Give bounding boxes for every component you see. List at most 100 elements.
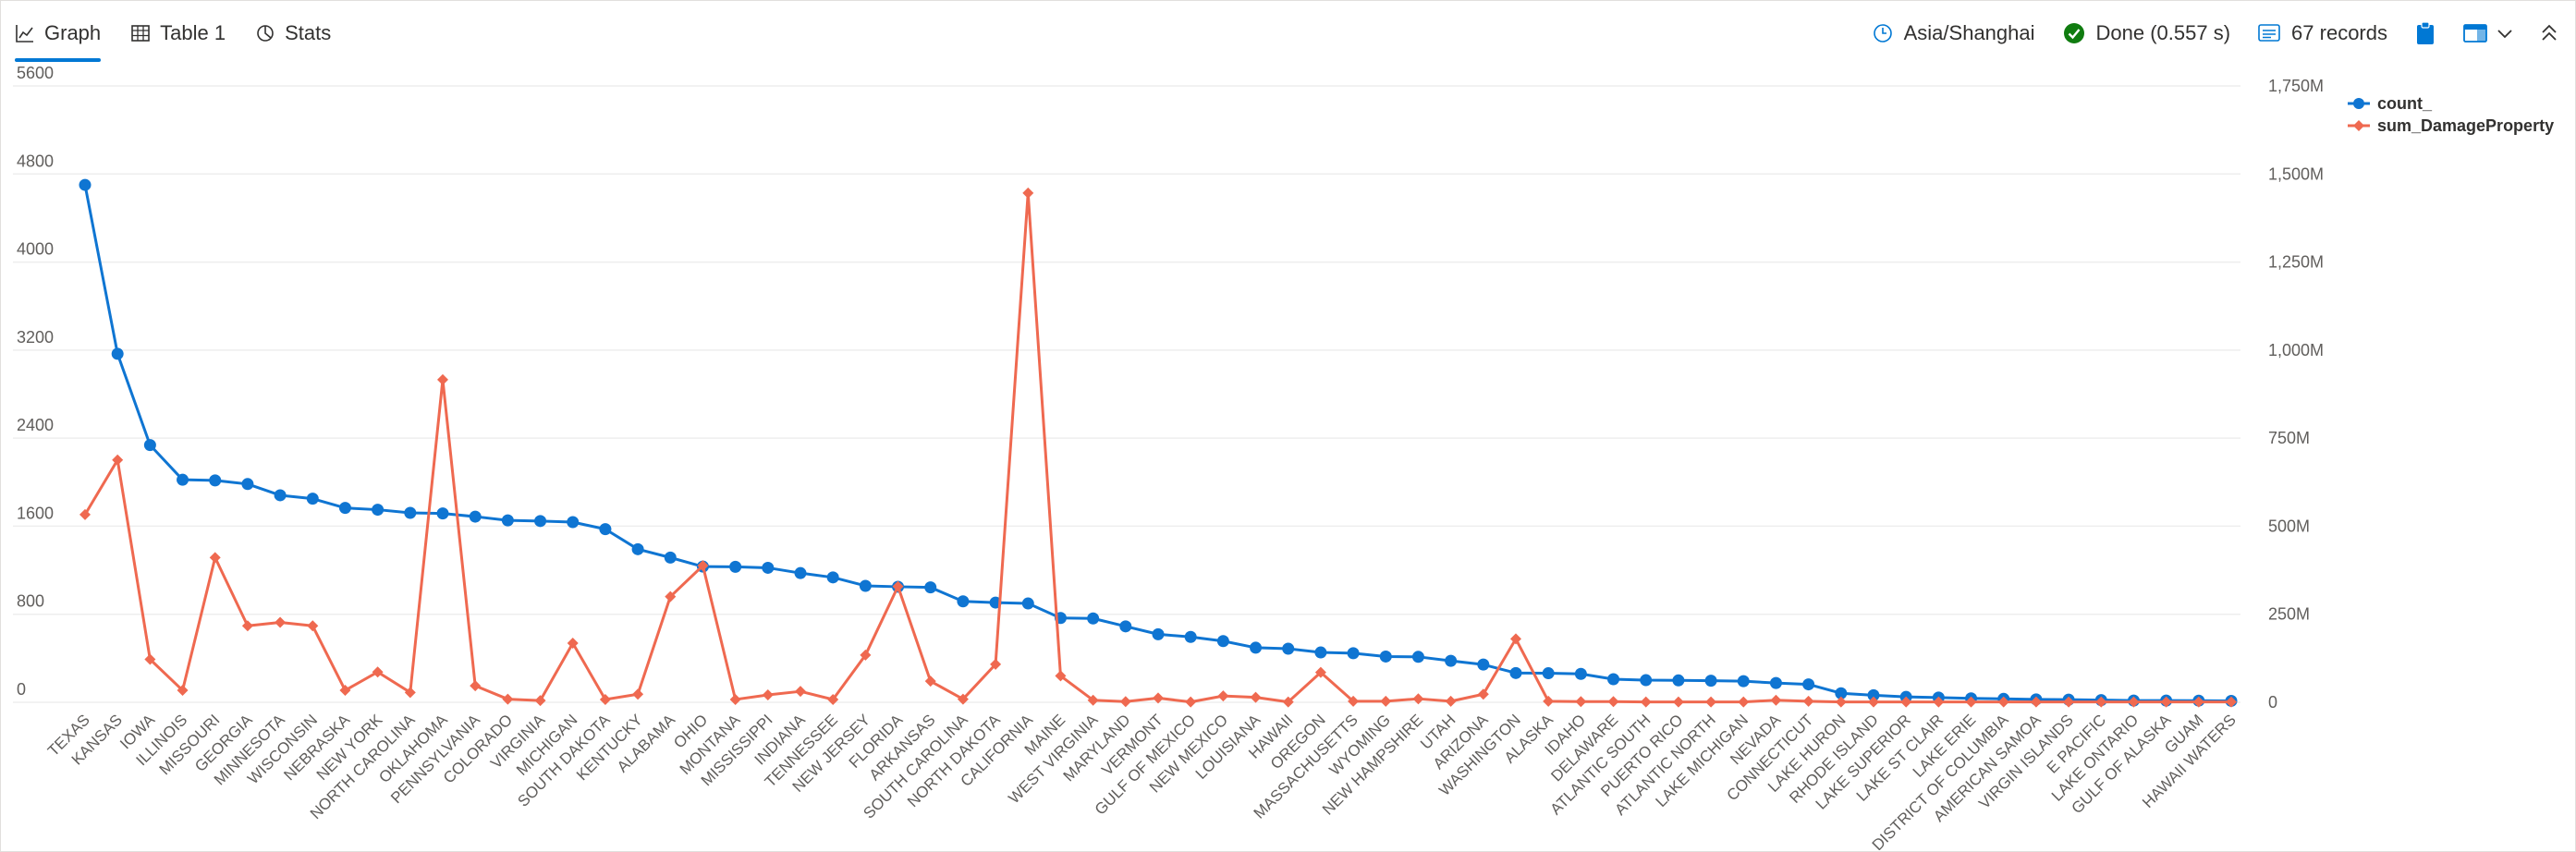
data-point-damage[interactable] bbox=[1575, 696, 1587, 708]
data-point-damage[interactable] bbox=[1640, 696, 1652, 708]
data-point-count[interactable] bbox=[1184, 630, 1197, 643]
data-point-damage[interactable] bbox=[924, 676, 936, 688]
data-point-count[interactable] bbox=[306, 493, 319, 505]
data-point-damage[interactable] bbox=[1380, 695, 1392, 707]
data-point-damage[interactable] bbox=[1770, 694, 1782, 706]
data-point-count[interactable] bbox=[1250, 641, 1263, 654]
data-point-damage[interactable] bbox=[1705, 696, 1717, 708]
data-point-count[interactable] bbox=[1411, 651, 1424, 663]
collapse-button[interactable] bbox=[2541, 23, 2558, 43]
data-point-count[interactable] bbox=[859, 579, 872, 592]
data-point-count[interactable] bbox=[143, 439, 156, 452]
data-point-damage[interactable] bbox=[275, 616, 287, 628]
data-point-damage[interactable] bbox=[1933, 696, 1945, 708]
data-point-count[interactable] bbox=[729, 560, 742, 573]
data-point-damage[interactable] bbox=[729, 693, 741, 705]
copy-button[interactable] bbox=[2415, 21, 2436, 45]
data-point-damage[interactable] bbox=[827, 693, 839, 705]
data-point-damage[interactable] bbox=[697, 560, 709, 572]
data-point-count[interactable] bbox=[1867, 688, 1880, 701]
data-point-damage[interactable] bbox=[665, 590, 677, 602]
data-point-damage[interactable] bbox=[762, 688, 774, 700]
data-point-damage[interactable] bbox=[1607, 696, 1619, 708]
data-point-count[interactable] bbox=[1445, 654, 1458, 667]
data-point-count[interactable] bbox=[957, 595, 970, 608]
data-point-damage[interactable] bbox=[404, 687, 416, 699]
data-point-damage[interactable] bbox=[1965, 696, 1977, 708]
data-point-count[interactable] bbox=[111, 347, 124, 360]
data-point-damage[interactable] bbox=[1900, 696, 1912, 708]
data-point-damage[interactable] bbox=[1022, 187, 1034, 199]
data-point-count[interactable] bbox=[372, 504, 385, 517]
data-point-damage[interactable] bbox=[567, 637, 579, 649]
data-point-count[interactable] bbox=[1769, 676, 1782, 689]
data-point-damage[interactable] bbox=[2030, 696, 2042, 708]
data-point-damage[interactable] bbox=[1868, 696, 1879, 708]
data-point-damage[interactable] bbox=[2063, 696, 2075, 708]
tab-stats[interactable]: Stats bbox=[240, 1, 346, 66]
data-point-count[interactable] bbox=[1640, 674, 1653, 687]
data-point-count[interactable] bbox=[1737, 675, 1750, 688]
data-point-damage[interactable] bbox=[1477, 688, 1489, 700]
data-point-count[interactable] bbox=[567, 516, 580, 529]
data-point-count[interactable] bbox=[1379, 650, 1392, 663]
data-point-count[interactable] bbox=[1542, 667, 1555, 680]
data-point-damage[interactable] bbox=[339, 685, 351, 697]
data-point-count[interactable] bbox=[1704, 675, 1717, 688]
data-point-count[interactable] bbox=[762, 561, 775, 574]
data-point-damage[interactable] bbox=[2226, 696, 2237, 708]
data-point-count[interactable] bbox=[1477, 658, 1490, 671]
data-point-damage[interactable] bbox=[1802, 695, 1814, 707]
data-point-damage[interactable] bbox=[2095, 696, 2107, 708]
data-point-damage[interactable] bbox=[307, 620, 319, 632]
data-point-damage[interactable] bbox=[209, 552, 221, 564]
data-point-count[interactable] bbox=[1282, 642, 1295, 655]
data-point-damage[interactable] bbox=[1510, 633, 1521, 645]
data-point-damage[interactable] bbox=[1217, 690, 1229, 702]
data-point-damage[interactable] bbox=[1997, 696, 2009, 708]
data-point-damage[interactable] bbox=[632, 688, 644, 700]
legend-label[interactable]: count_ bbox=[2377, 94, 2433, 113]
data-point-damage[interactable] bbox=[860, 649, 872, 661]
data-point-count[interactable] bbox=[501, 514, 514, 527]
data-point-count[interactable] bbox=[664, 551, 677, 564]
data-point-count[interactable] bbox=[79, 178, 92, 191]
data-point-count[interactable] bbox=[338, 502, 351, 515]
data-point-damage[interactable] bbox=[2192, 696, 2204, 708]
data-point-count[interactable] bbox=[826, 571, 839, 584]
data-point-count[interactable] bbox=[1802, 678, 1815, 691]
legend-label[interactable]: sum_DamageProperty bbox=[2377, 116, 2554, 135]
tab-table-1[interactable]: Table 1 bbox=[116, 1, 240, 66]
data-point-count[interactable] bbox=[1314, 646, 1327, 659]
data-point-count[interactable] bbox=[1021, 597, 1034, 610]
data-point-damage[interactable] bbox=[1835, 696, 1847, 708]
data-point-count[interactable] bbox=[1574, 667, 1587, 680]
data-point-damage[interactable] bbox=[470, 680, 482, 692]
data-point-damage[interactable] bbox=[892, 580, 904, 592]
timezone-selector[interactable]: Asia/Shanghai bbox=[1873, 21, 2035, 45]
data-point-count[interactable] bbox=[209, 474, 222, 487]
data-point-damage[interactable] bbox=[1543, 695, 1555, 707]
data-point-damage[interactable] bbox=[957, 693, 969, 705]
data-point-damage[interactable] bbox=[241, 620, 253, 632]
data-point-damage[interactable] bbox=[990, 658, 1002, 670]
data-point-count[interactable] bbox=[1087, 612, 1100, 625]
data-point-damage[interactable] bbox=[177, 685, 189, 697]
data-point-damage[interactable] bbox=[1119, 696, 1131, 708]
data-point-damage[interactable] bbox=[112, 454, 124, 466]
layout-menu-button[interactable] bbox=[2463, 23, 2513, 43]
data-point-count[interactable] bbox=[794, 566, 807, 579]
data-point-damage[interactable] bbox=[2128, 696, 2140, 708]
data-point-damage[interactable] bbox=[599, 693, 611, 705]
data-point-count[interactable] bbox=[436, 507, 449, 520]
data-point-damage[interactable] bbox=[534, 695, 546, 707]
tab-graph[interactable]: Graph bbox=[0, 1, 116, 66]
data-point-damage[interactable] bbox=[1445, 695, 1457, 707]
data-point-count[interactable] bbox=[1216, 635, 1229, 648]
data-point-damage[interactable] bbox=[1672, 696, 1684, 708]
data-point-count[interactable] bbox=[274, 489, 287, 502]
data-point-count[interactable] bbox=[1119, 620, 1132, 633]
data-point-damage[interactable] bbox=[372, 666, 384, 678]
data-point-damage[interactable] bbox=[437, 373, 448, 385]
data-point-damage[interactable] bbox=[1282, 696, 1294, 708]
